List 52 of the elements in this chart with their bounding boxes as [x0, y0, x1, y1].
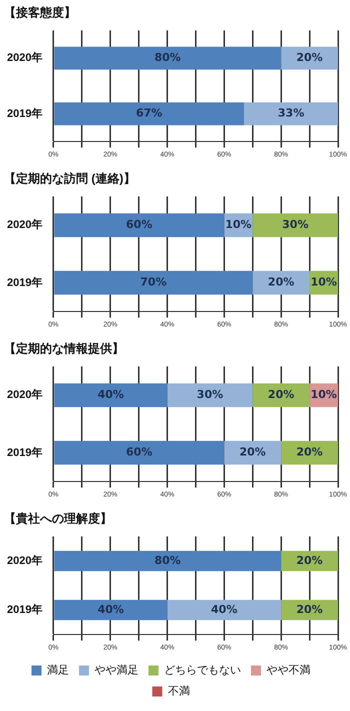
- bar: [54, 102, 244, 126]
- y-tick-label: 2020年: [6, 51, 42, 64]
- data-label: 60%: [126, 446, 152, 459]
- legend-label: 不満: [168, 684, 190, 698]
- data-label: 20%: [296, 554, 323, 567]
- y-tick-label: 2020年: [6, 554, 42, 567]
- data-label: 20%: [268, 388, 294, 402]
- bar: [54, 213, 224, 238]
- data-label: 10%: [310, 388, 337, 402]
- bar: [244, 102, 338, 126]
- data-label: 80%: [154, 51, 181, 64]
- bar: [54, 440, 224, 465]
- bar: [54, 46, 282, 70]
- bar: [54, 600, 168, 620]
- legend-label: やや満足: [94, 664, 138, 677]
- bar: [281, 46, 338, 70]
- y-tick-label: 2019年: [6, 276, 42, 289]
- data-label: 67%: [136, 106, 162, 120]
- y-tick-label: 2019年: [6, 446, 42, 459]
- data-label: 40%: [211, 602, 238, 616]
- chart-title: 【接客態度】: [4, 6, 76, 20]
- data-label: 30%: [282, 218, 308, 232]
- y-tick-label: 2020年: [6, 388, 42, 402]
- legend-label: やや不満: [266, 664, 310, 677]
- data-label: 60%: [126, 218, 152, 232]
- chart-title: 【定期的な情報提供】: [4, 342, 124, 356]
- y-tick-label: 2019年: [6, 106, 42, 120]
- legend-label: 満足: [47, 664, 69, 677]
- data-label: 70%: [140, 276, 167, 289]
- y-tick-label: 2020年: [6, 218, 42, 232]
- chart-title: 【定期的な訪問 (連絡)】: [4, 172, 136, 186]
- bar: [54, 383, 168, 408]
- bar: [54, 270, 253, 295]
- y-tick-label: 2019年: [6, 603, 42, 616]
- data-label: 80%: [154, 554, 181, 567]
- data-label: 20%: [268, 276, 294, 289]
- data-label: 10%: [225, 218, 252, 232]
- data-label: 20%: [296, 602, 323, 616]
- chart-title: 【貴社への理解度】: [4, 512, 112, 526]
- bar: [167, 383, 253, 408]
- data-label: 20%: [296, 51, 323, 64]
- data-label: 30%: [196, 388, 224, 402]
- data-label: 40%: [98, 388, 124, 402]
- bar: [252, 213, 338, 238]
- bar: [54, 550, 282, 572]
- data-label: 20%: [296, 446, 323, 459]
- bar: [167, 600, 282, 620]
- data-label: 20%: [239, 446, 266, 459]
- data-label: 33%: [278, 106, 304, 120]
- legend-label: どちらでもない: [164, 664, 241, 677]
- data-label: 10%: [310, 276, 337, 289]
- data-label: 40%: [98, 602, 124, 616]
